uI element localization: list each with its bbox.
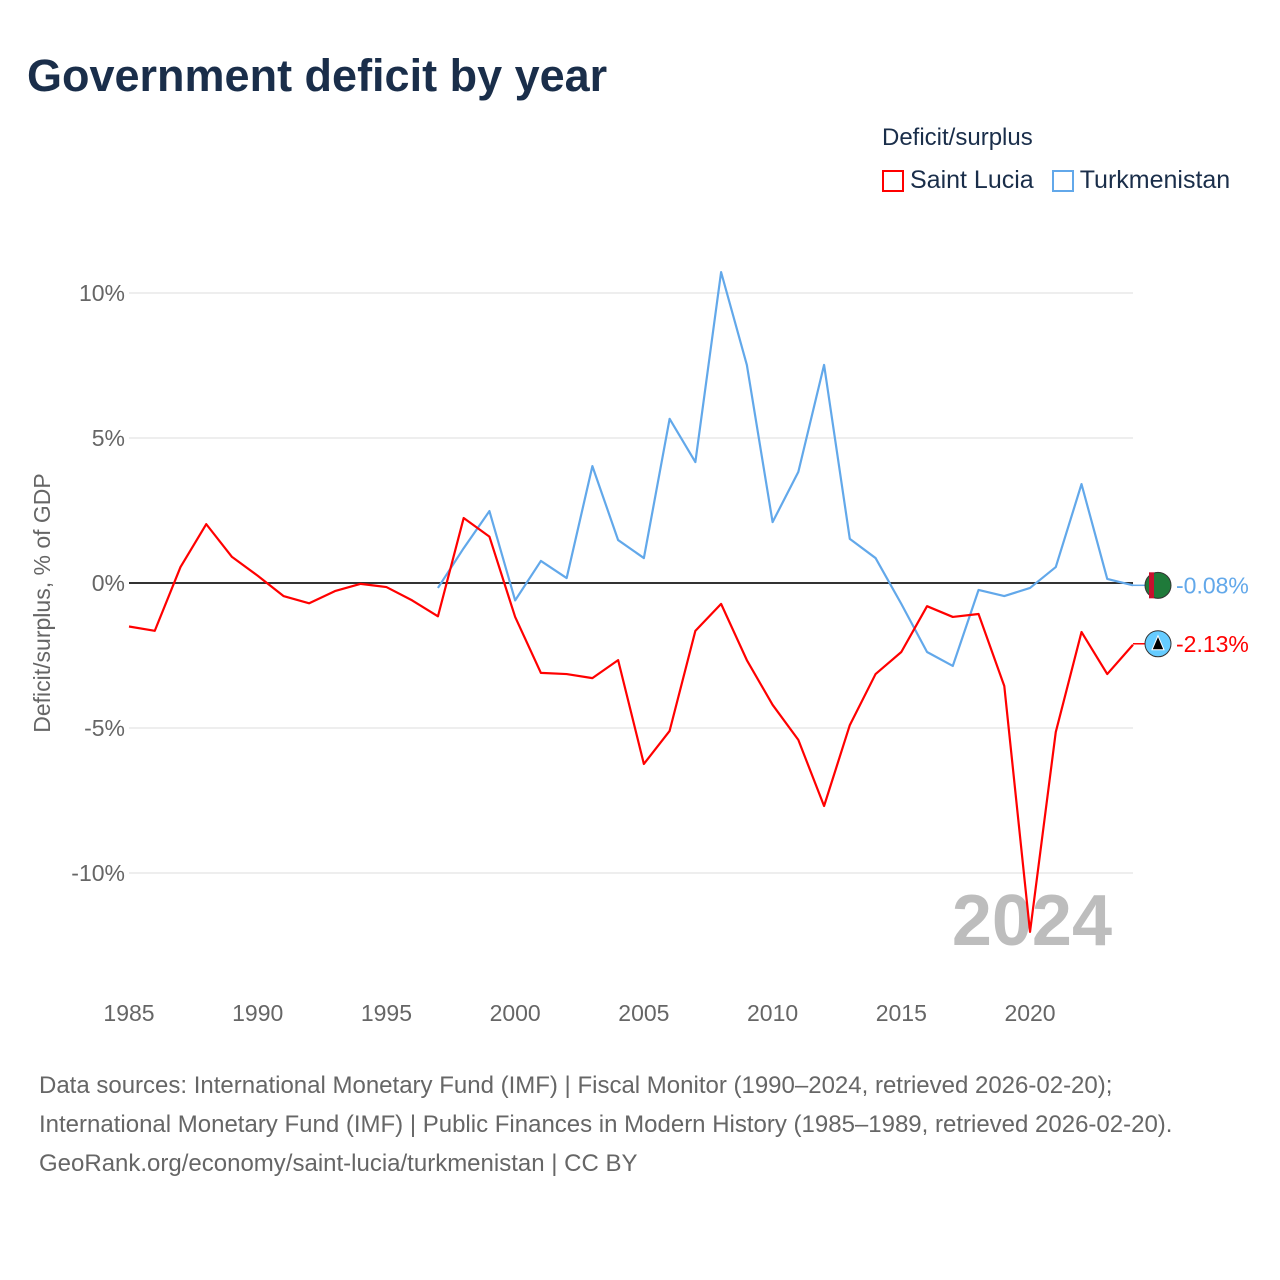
flag-triangle-icon: [1151, 634, 1165, 651]
x-tick-label: 1995: [361, 1000, 412, 1026]
legend-swatch: [882, 169, 904, 192]
x-tick-label: 1990: [232, 1000, 283, 1026]
y-tick-label: -10%: [71, 860, 125, 886]
data-sources: Data sources: International Monetary Fun…: [39, 1072, 1173, 1138]
x-tick-label: 1985: [103, 1000, 154, 1026]
y-tick-label: 0%: [92, 570, 125, 596]
y-axis-label: Deficit/surplus, % of GDP: [29, 473, 55, 732]
legend-swatch: [1051, 169, 1074, 192]
end-value-label: -0.08%: [1176, 572, 1249, 598]
x-tick-label: 2015: [876, 1000, 927, 1026]
footer: Data sources: International Monetary Fun…: [39, 1066, 1239, 1183]
line-chart: 10% 5% 0% -5% -10% 1985 1990 1995 2000 2005 2010 20…: [29, 271, 1249, 1026]
legend-label: Saint Lucia: [910, 166, 1034, 194]
chart-title: Government deficit by year: [27, 50, 608, 101]
y-tick-label: -5%: [84, 715, 125, 741]
legend-item-turkmenistan[interactable]: Turkmenistan: [1051, 166, 1231, 195]
x-tick-label: 2000: [490, 1000, 541, 1026]
legend-label: Turkmenistan: [1079, 166, 1231, 194]
credit-link[interactable]: GeoRank.org/economy/saint-lucia/turkmeni…: [39, 1150, 638, 1177]
x-tick-label: 2010: [747, 1000, 798, 1026]
y-tick-label: 5%: [92, 425, 125, 451]
end-value-label: -2.13%: [1176, 631, 1249, 657]
x-tick-label: 2020: [1004, 1000, 1055, 1026]
legend: Saint Lucia Turkmenistan: [882, 166, 1230, 195]
turkmenistan-flag-icon: [1144, 571, 1172, 599]
series-line-turkmenistan: [436, 271, 1134, 668]
y-tick-label: 10%: [79, 280, 125, 306]
x-tick-label: 2005: [618, 1000, 669, 1026]
legend-item-saint-lucia[interactable]: Saint Lucia: [882, 166, 1034, 195]
series-line-saint-lucia: [128, 516, 1134, 933]
flag-stripe-icon: [1149, 572, 1154, 599]
legend-title: Deficit/surplus: [882, 124, 1033, 151]
